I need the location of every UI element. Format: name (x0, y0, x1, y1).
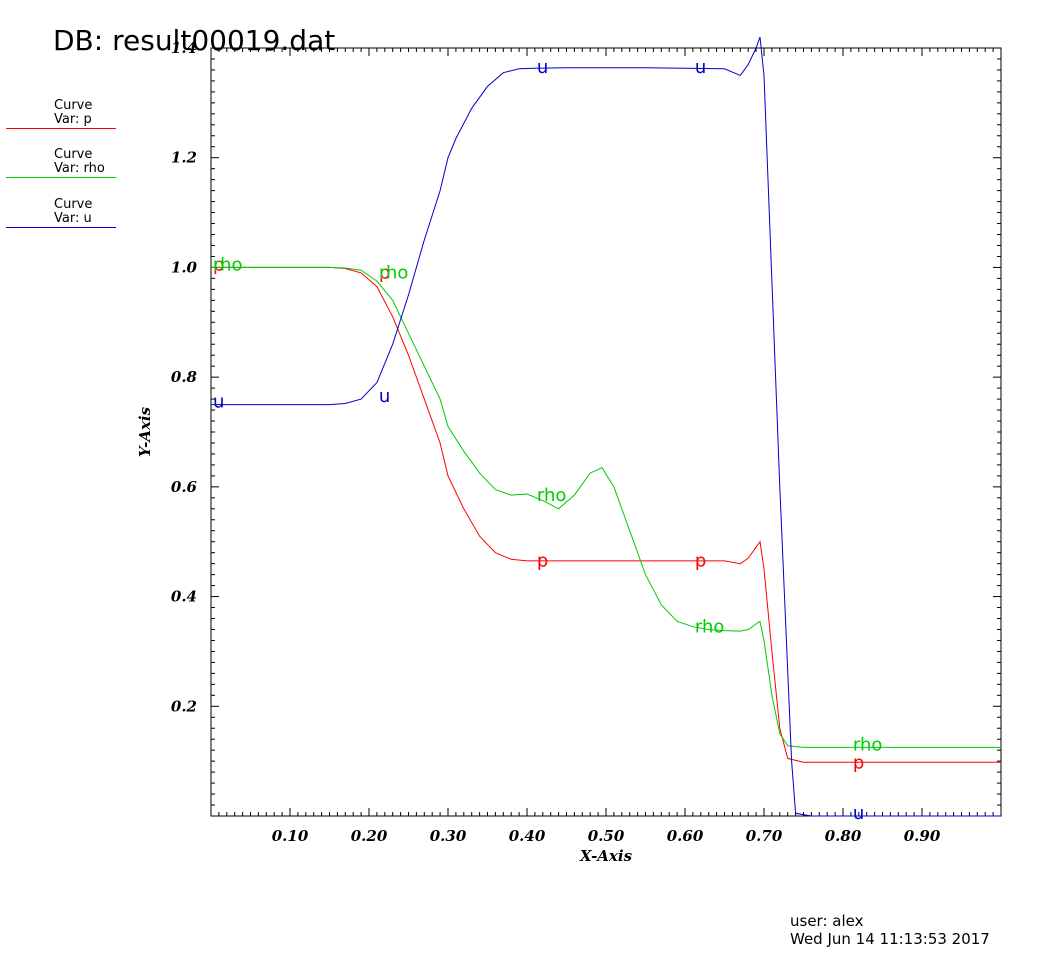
series-line-u (211, 36, 1001, 817)
y-tick-label: 0.6 (171, 478, 198, 496)
legend-line-swatch (6, 128, 116, 129)
footer-info: user: alex Wed Jun 14 11:13:53 2017 (790, 912, 990, 948)
series-marker-label-p: p (853, 753, 864, 774)
x-tick-label: 0.60 (667, 827, 704, 845)
series-marker-label-rho: rho (213, 254, 243, 275)
y-tick-label: 1.4 (171, 39, 197, 57)
legend-entry-p: Curve Var: p (4, 98, 116, 142)
series-marker-label-u: u (537, 57, 548, 78)
x-tick-label: 0.20 (351, 827, 388, 845)
user-label: user: alex (790, 912, 864, 930)
plot-axes: 0.10 0.20 0.30 0.40 0.50 0.60 0.70 0.80 0.90 0.2 0… (136, 39, 1002, 865)
series-marker-label-u: u (379, 386, 390, 407)
x-tick-label: 0.40 (509, 827, 546, 845)
series-line-p (211, 266, 1001, 763)
series-marker-label-rho: rho (853, 734, 883, 755)
x-tick-label: 0.90 (904, 827, 941, 845)
legend-curve-label: Curve (54, 98, 93, 113)
series-marker-label-rho: rho (695, 616, 725, 637)
y-tick-label: 1.2 (171, 149, 197, 167)
legend-line-swatch (6, 227, 116, 228)
x-tick-label: 0.50 (588, 827, 625, 845)
y-tick-label: 0.2 (171, 697, 197, 715)
x-tick-label: 0.30 (430, 827, 467, 845)
y-tick-label: 0.4 (171, 588, 197, 606)
legend-var-label: Var: p (54, 112, 92, 127)
y-axis-label: Y-Axis (136, 406, 154, 457)
y-tick-label: 0.8 (171, 368, 198, 386)
plot-frame (210, 47, 1002, 817)
legend-var-label: Var: u (54, 211, 92, 226)
x-tick-label: 0.70 (746, 827, 783, 845)
series-marker-label-u: u (695, 57, 706, 78)
legend-curve-label: Curve (54, 197, 93, 212)
series-marker-label-p: p (213, 254, 224, 275)
plot-title: DB: result00019.dat (53, 24, 336, 57)
series-marker-label-u: u (853, 803, 864, 824)
legend-entry-rho: Curve Var: rho (4, 147, 116, 191)
x-tick-label: 0.10 (272, 827, 309, 845)
series-marker-label-p: p (695, 551, 706, 572)
y-tick-label: 1.0 (171, 258, 198, 276)
timestamp-label: Wed Jun 14 11:13:53 2017 (790, 930, 990, 948)
legend-curve-label: Curve (54, 147, 93, 162)
series-marker-label-p: p (379, 263, 390, 284)
series-marker-label-u: u (213, 392, 224, 413)
series-marker-label-rho: rho (537, 485, 567, 506)
legend-var-label: Var: rho (54, 161, 105, 176)
series-line-rho (211, 266, 1001, 748)
x-axis-label: X-Axis (579, 847, 633, 865)
legend-line-swatch (6, 177, 116, 178)
series-marker-label-rho: rho (379, 263, 409, 284)
legend-entry-u: Curve Var: u (4, 197, 116, 241)
x-tick-label: 0.80 (825, 827, 862, 845)
series-marker-label-p: p (537, 551, 548, 572)
